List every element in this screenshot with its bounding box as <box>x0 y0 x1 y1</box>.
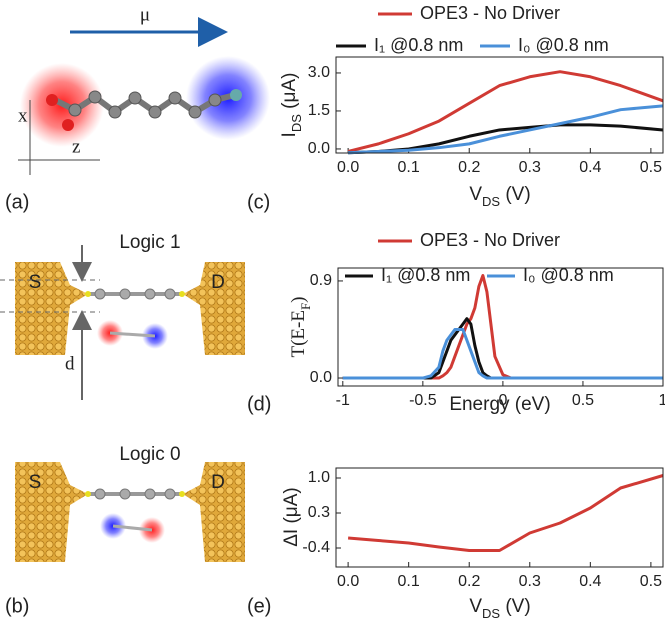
y-axis-label: ΔI (μA) <box>281 487 302 547</box>
series-line <box>342 317 663 380</box>
series-line <box>348 104 664 155</box>
oxygen <box>46 94 58 106</box>
y-tick-label: -0.4 <box>302 539 330 556</box>
drain-label: D <box>211 272 225 293</box>
x-tick-label: 0.1 <box>398 159 420 176</box>
plot-frame <box>337 267 664 387</box>
x-axis-label: VDS (V) <box>469 596 530 621</box>
x-axis-label: Energy (eV) <box>449 394 550 415</box>
x-tick-label: 0.5 <box>640 159 662 176</box>
x-axis-label-main: V <box>469 184 482 205</box>
legend-label: I₁ @0.8 nm <box>374 35 463 55</box>
legend-label: I₁ @0.8 nm <box>381 265 470 285</box>
drain-electrode <box>183 262 245 355</box>
panel-label: (c) <box>247 191 270 213</box>
x-tick-label: -0.5 <box>409 392 437 409</box>
atoms <box>94 288 176 300</box>
sulfur <box>179 491 185 497</box>
source-electrode <box>15 462 88 562</box>
y-tick-label: 0.3 <box>308 504 330 521</box>
y-axis-label: IDS (μA) <box>279 73 304 138</box>
sulfur <box>179 291 185 297</box>
drain-electrode <box>183 462 245 562</box>
oxygen <box>62 119 74 131</box>
y-tick-label: 0.0 <box>308 140 330 157</box>
x-axis-label-rest: (V) <box>500 184 531 205</box>
y-axis-label-main: ΔI (μA) <box>281 487 302 547</box>
logic-1-label: Logic 1 <box>119 232 180 253</box>
chart: 0.0 0.1 0.2 0.3 0.4 0.5 1.0 0.3 -0.4 VDS (V) ΔI (μ… <box>281 467 664 621</box>
y-tick-label: 0.9 <box>310 272 332 289</box>
series-line <box>342 274 663 380</box>
x-tick-label: 0.3 <box>519 573 541 590</box>
x-tick-label: 0.4 <box>579 159 601 176</box>
legend-label: OPE3 - No Driver <box>420 230 560 250</box>
series-line <box>342 327 663 380</box>
y-tick-label: 3.0 <box>308 64 330 81</box>
chart: -1 -0.5 0 0.5 1 0.0 0.9 Energy (eV) T(E-EF) OPE3 … <box>288 230 665 415</box>
atoms <box>68 90 222 119</box>
x-axis-label-sub: DS <box>482 194 500 209</box>
y-axis-label-rest: ) <box>288 296 309 302</box>
distance-label: d <box>65 353 75 374</box>
y-tick-label: 1.5 <box>308 102 330 119</box>
x-tick-label: 0 <box>498 392 507 409</box>
legend-label: OPE3 - No Driver <box>420 3 560 23</box>
x-tick-label: 0.0 <box>337 573 359 590</box>
x-tick-label: 1 <box>659 392 665 409</box>
y-axis-label-main: I <box>279 132 300 137</box>
series-line <box>347 474 664 552</box>
y-axis-label-main: T(E-E <box>288 310 309 357</box>
panel-label: (d) <box>247 393 271 415</box>
chain <box>53 92 236 116</box>
mu-label: μ <box>140 4 150 25</box>
plot-frame <box>335 56 664 154</box>
y-axis-label-sub: DS <box>289 114 304 132</box>
panel-a: μ x z (a) <box>5 4 270 213</box>
source-label: S <box>29 472 42 493</box>
y-tick-label: 0.0 <box>310 369 332 386</box>
x-tick-label: 0.5 <box>572 392 594 409</box>
logic-0-label: Logic 0 <box>119 444 180 465</box>
x-tick-label: 0.3 <box>519 159 541 176</box>
series-line <box>347 70 664 153</box>
panel-b: Logic 1 S D d Logic 0 S D (b) <box>0 232 245 617</box>
plot-frame <box>335 467 664 568</box>
x-axis-symbol: x <box>18 105 28 126</box>
panel-label: (a) <box>5 191 29 213</box>
drain-label: D <box>211 472 225 493</box>
legend-label: I₀ @0.8 nm <box>523 265 614 285</box>
x-axis-label-main: V <box>469 596 482 617</box>
x-axis-label: VDS (V) <box>469 184 530 209</box>
y-axis-label: T(E-EF) <box>288 296 313 357</box>
y-tick-label: 1.0 <box>308 469 330 486</box>
z-axis-symbol: z <box>72 136 80 157</box>
panel-label: (e) <box>247 595 271 617</box>
source-label: S <box>29 272 42 293</box>
legend-label: I₀ @0.8 nm <box>518 35 609 55</box>
driver-molecule <box>109 331 156 338</box>
x-axis-label-rest: (V) <box>500 596 531 617</box>
x-tick-label: 0.5 <box>640 573 662 590</box>
x-tick-label: 0.4 <box>579 573 601 590</box>
driver-molecule <box>112 524 153 532</box>
sulfur <box>85 491 91 497</box>
x-axis-label-main: Energy (eV) <box>449 394 550 415</box>
x-tick-label: -1 <box>336 392 350 409</box>
x-tick-label: 0.2 <box>458 573 480 590</box>
y-axis-label-sub: F <box>298 303 313 310</box>
x-axis-label-sub: DS <box>482 606 500 621</box>
source-electrode <box>15 262 88 355</box>
atoms <box>94 488 176 500</box>
y-axis-label-rest: (μA) <box>279 73 300 115</box>
sulfur <box>85 291 91 297</box>
x-tick-label: 0.2 <box>458 159 480 176</box>
panel-label: (b) <box>5 595 29 617</box>
nitrogen <box>230 89 242 101</box>
x-tick-label: 0.1 <box>398 573 420 590</box>
x-tick-label: 0.0 <box>337 159 359 176</box>
